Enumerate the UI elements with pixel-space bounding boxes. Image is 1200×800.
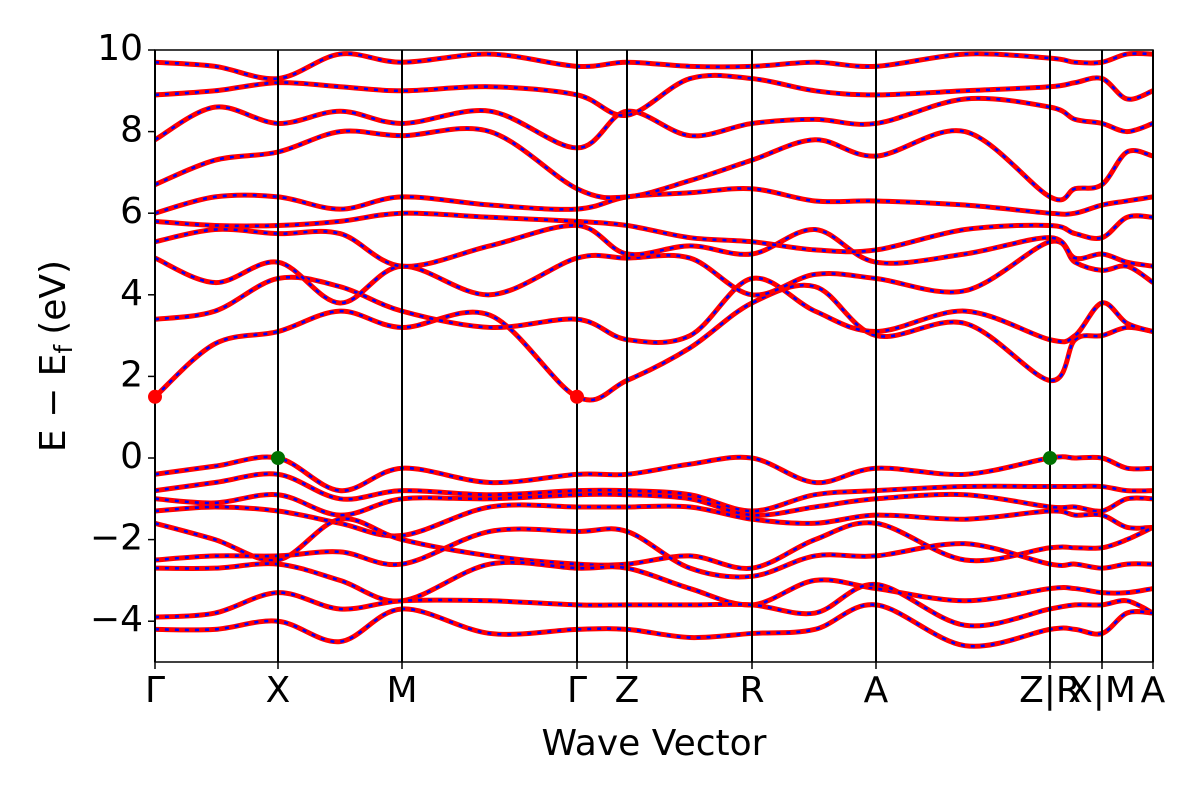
x-axis-label: Wave Vector bbox=[542, 723, 767, 764]
y-tick-label: 6 bbox=[120, 191, 143, 232]
band-line-dashed bbox=[155, 127, 1153, 202]
y-tick-label: −4 bbox=[90, 599, 143, 640]
y-label-unit: (eV) bbox=[33, 260, 74, 335]
band-line bbox=[155, 502, 1153, 539]
y-label-main: E − E bbox=[33, 354, 74, 453]
band-line bbox=[155, 126, 1153, 203]
x-tick-label: A bbox=[1141, 670, 1166, 711]
x-tick-label: R bbox=[739, 670, 764, 711]
x-tick-label: A bbox=[864, 670, 889, 711]
band-line bbox=[155, 581, 1153, 629]
band-line bbox=[155, 50, 1153, 82]
band-line-dashed bbox=[155, 74, 1153, 117]
band-line-dashed bbox=[155, 583, 1153, 628]
band-line bbox=[155, 559, 1153, 608]
band-layer bbox=[155, 50, 1153, 649]
x-tick-label: X|M bbox=[1068, 670, 1136, 711]
y-tick-label: 4 bbox=[120, 273, 143, 314]
band-line-dashed bbox=[155, 97, 1153, 150]
band-line bbox=[155, 210, 1153, 255]
band-edge-point bbox=[1043, 451, 1057, 465]
band-line-dashed bbox=[155, 284, 1153, 402]
x-tick-label: Γ bbox=[145, 670, 165, 711]
band-line bbox=[155, 238, 1153, 306]
y-tick-label: 10 bbox=[97, 28, 143, 69]
x-tick-label: Z|R bbox=[1019, 670, 1081, 711]
band-line-dashed bbox=[155, 603, 1153, 648]
band-line-dashed bbox=[155, 527, 1153, 579]
band-edge-point bbox=[570, 389, 584, 404]
band-line-dashed bbox=[155, 275, 1153, 344]
band-line-dashed bbox=[155, 492, 1153, 517]
x-tick-label: Z bbox=[615, 670, 640, 711]
x-tick-label: M bbox=[386, 670, 417, 711]
band-line bbox=[155, 602, 1153, 649]
band-line-dashed bbox=[155, 472, 1153, 513]
band-line bbox=[155, 274, 1153, 345]
band-line-dashed bbox=[155, 52, 1153, 81]
band-line-dashed bbox=[155, 455, 1153, 492]
band-line bbox=[155, 72, 1153, 118]
y-tick-label: 2 bbox=[120, 354, 143, 395]
y-tick-label: 8 bbox=[120, 110, 143, 151]
band-line bbox=[155, 185, 1153, 217]
y-tick-label: −2 bbox=[90, 518, 143, 559]
y-label-sub: f bbox=[49, 344, 78, 354]
band-line-dashed bbox=[155, 503, 1153, 538]
y-axis-label: E − Ef (eV) bbox=[33, 260, 78, 452]
x-tick-label: Γ bbox=[567, 670, 587, 711]
x-tick-label: X bbox=[266, 670, 291, 711]
band-line-dashed bbox=[155, 224, 1153, 268]
band-edge-point bbox=[271, 451, 285, 465]
band-edge-point bbox=[148, 389, 162, 404]
band-line bbox=[155, 516, 1153, 571]
y-tick-label: 0 bbox=[120, 436, 143, 477]
